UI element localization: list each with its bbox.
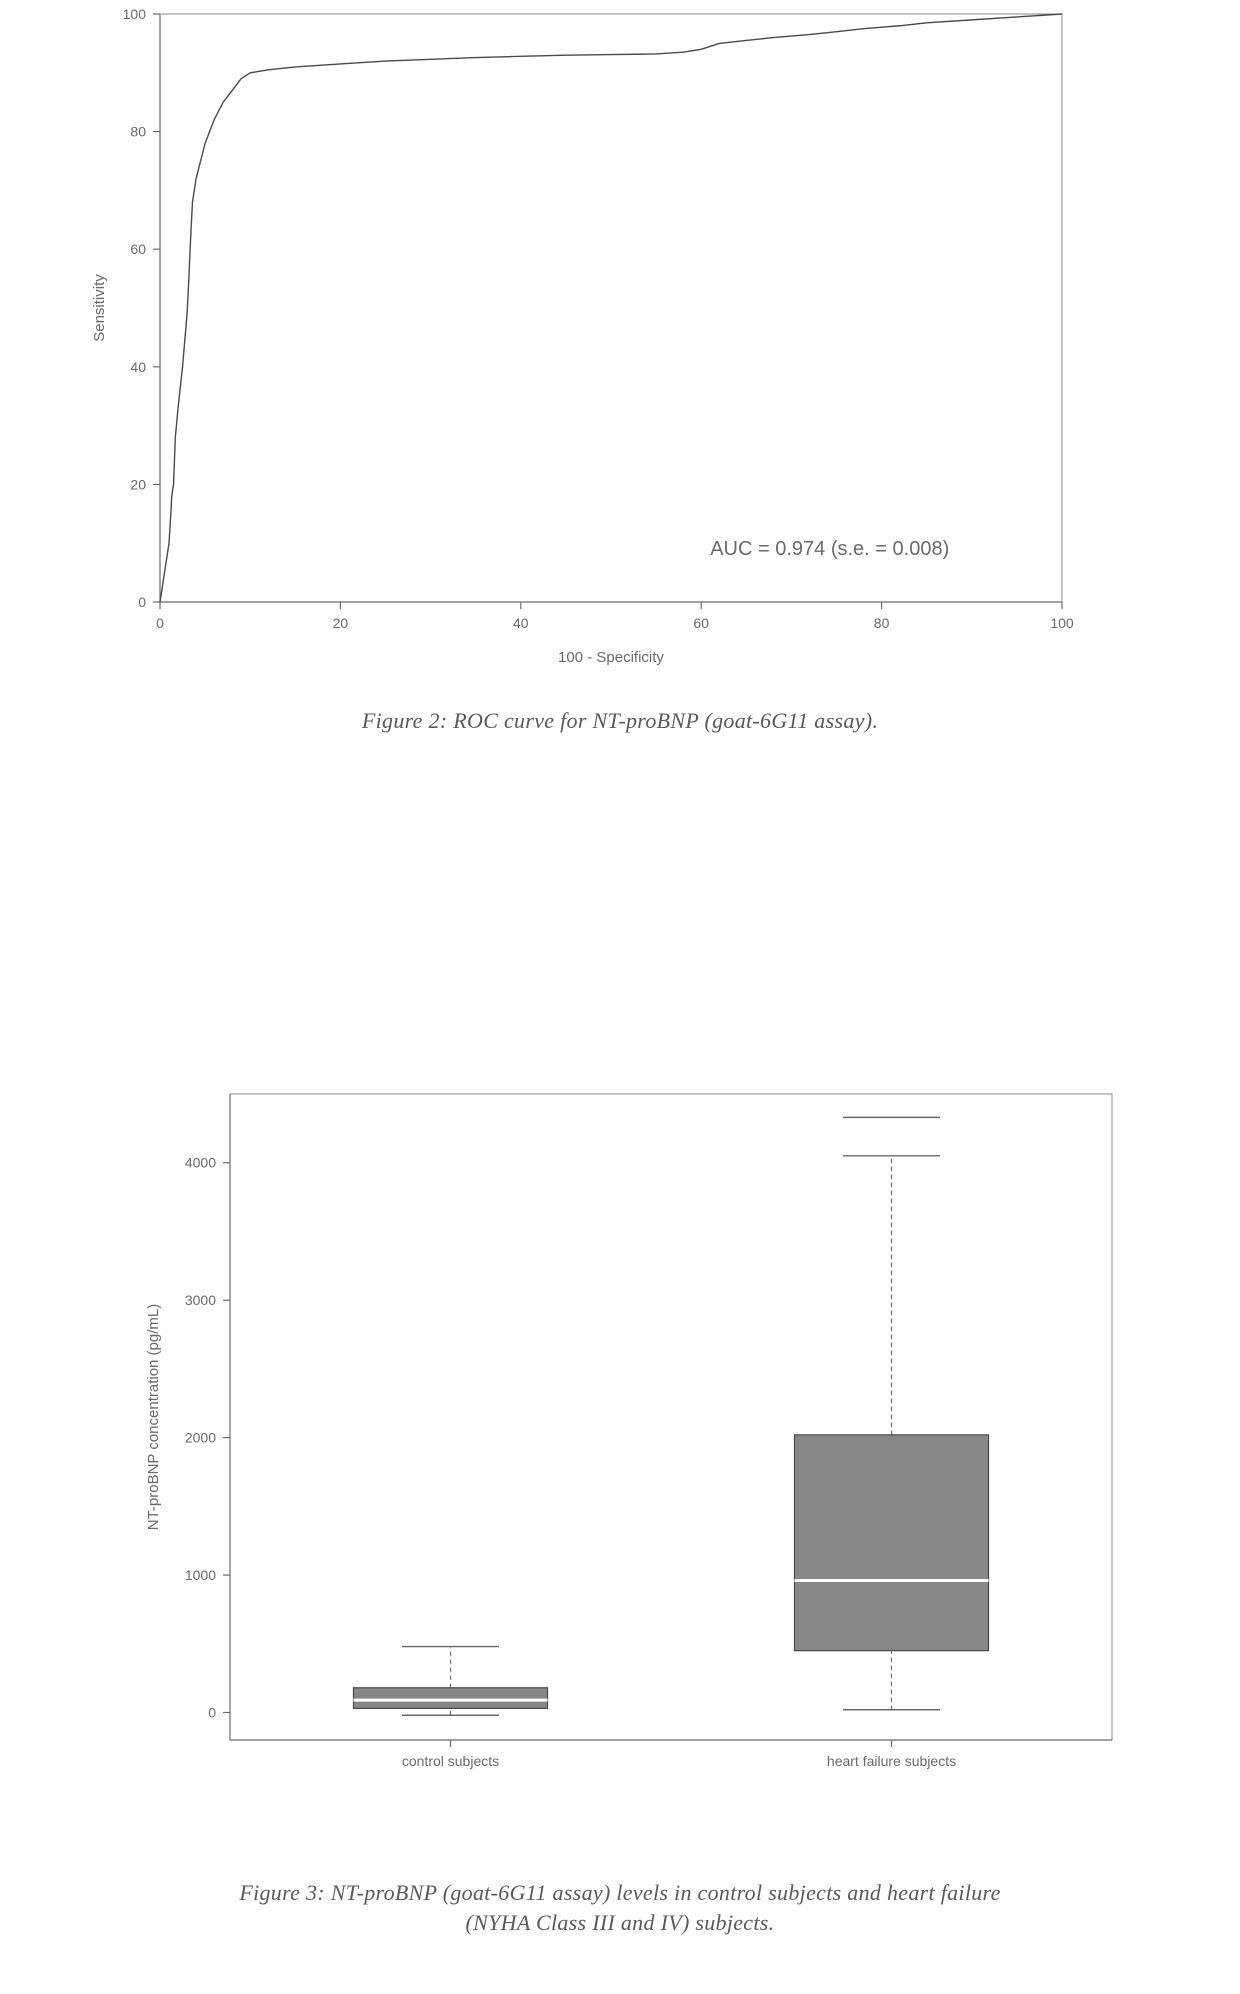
y-tick-label: 60 [130, 241, 146, 257]
category-label: heart failure subjects [827, 1753, 956, 1769]
x-tick-label: 80 [874, 615, 890, 631]
y-tick-label: 100 [123, 6, 147, 22]
y-tick-label: 4000 [185, 1155, 216, 1171]
figure-3-caption-line2: (NYHA Class III and IV) subjects. [0, 1910, 1240, 1936]
x-tick-label: 0 [156, 615, 164, 631]
figure-2: 0 20 40 60 80 100 0 20 40 60 80 100 100 - Specificit… [60, 0, 1080, 690]
y-tick-label: 0 [138, 594, 146, 610]
figure-3: 0 1000 2000 3000 4000 NT-proBNP concentration… [110, 1080, 1130, 1800]
roc-line [160, 14, 1062, 602]
page-root: 020406080100020406080100100 - Specificit… [0, 0, 1240, 1994]
x-tick-label: 60 [693, 615, 709, 631]
figure-3-caption-line1: Figure 3: NT-proBNP (goat-6G11 assay) le… [0, 1880, 1240, 1906]
y-axis-label: Sensitivity [91, 274, 108, 342]
y-tick-label: 3000 [185, 1292, 216, 1308]
y-tick-label: 40 [130, 359, 146, 375]
figure-2-caption: Figure 2: ROC curve for NT-proBNP (goat-… [0, 708, 1240, 734]
boxplot-chart: 0 1000 2000 3000 4000 NT-proBNP concentration… [110, 1080, 1130, 1800]
category-label: control subjects [402, 1753, 499, 1769]
x-axis-label: 100 - Specificity [558, 649, 664, 666]
y-tick-label: 0 [208, 1705, 216, 1721]
auc-annotation: AUC = 0.974 (s.e. = 0.008) [710, 538, 949, 560]
y-tick-label: 2000 [185, 1430, 216, 1446]
x-tick-label: 40 [513, 615, 529, 631]
y-tick-label: 20 [130, 476, 146, 492]
box [353, 1688, 547, 1709]
x-tick-label: 100 [1050, 615, 1074, 631]
y-tick-label: 1000 [185, 1567, 216, 1583]
x-tick-label: 20 [333, 615, 349, 631]
y-axis-label: NT-proBNP concentration (pg/mL) [145, 1304, 162, 1531]
y-tick-label: 80 [130, 124, 146, 140]
roc-chart: 0 20 40 60 80 100 0 20 40 60 80 100 100 - Specificit… [60, 0, 1080, 690]
box [794, 1435, 988, 1651]
